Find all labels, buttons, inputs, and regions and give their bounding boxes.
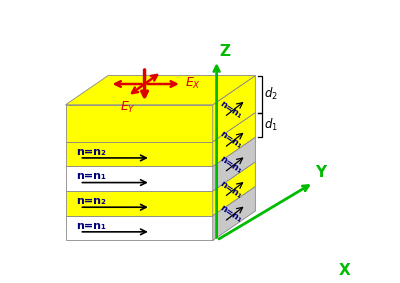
Text: X: X [339, 263, 351, 278]
Text: n=n₂: n=n₂ [76, 196, 106, 206]
Text: Y: Y [315, 165, 326, 180]
Polygon shape [66, 105, 213, 142]
Text: Z: Z [219, 44, 230, 59]
Polygon shape [66, 142, 213, 166]
Text: $d_1$: $d_1$ [264, 117, 278, 133]
Polygon shape [213, 162, 255, 216]
Text: n=n₂: n=n₂ [76, 147, 106, 157]
Text: n=n₁: n=n₁ [76, 221, 106, 231]
Text: n=n₁: n=n₁ [218, 203, 243, 225]
Text: $d_2$: $d_2$ [264, 86, 278, 102]
Polygon shape [66, 216, 213, 240]
Text: n=n₁: n=n₁ [218, 179, 243, 200]
Polygon shape [66, 191, 213, 216]
Polygon shape [66, 76, 255, 105]
Text: $E_X$: $E_X$ [185, 76, 201, 91]
Text: $E_Y$: $E_Y$ [120, 99, 136, 115]
Polygon shape [213, 76, 255, 142]
Polygon shape [213, 113, 255, 166]
Text: n=n₁: n=n₁ [218, 154, 243, 175]
Text: n=n₁: n=n₁ [218, 99, 243, 120]
Text: n=n₁: n=n₁ [76, 171, 106, 181]
Polygon shape [213, 137, 255, 191]
Polygon shape [213, 186, 255, 240]
Text: n=n₁: n=n₁ [218, 130, 243, 151]
Polygon shape [66, 166, 213, 191]
